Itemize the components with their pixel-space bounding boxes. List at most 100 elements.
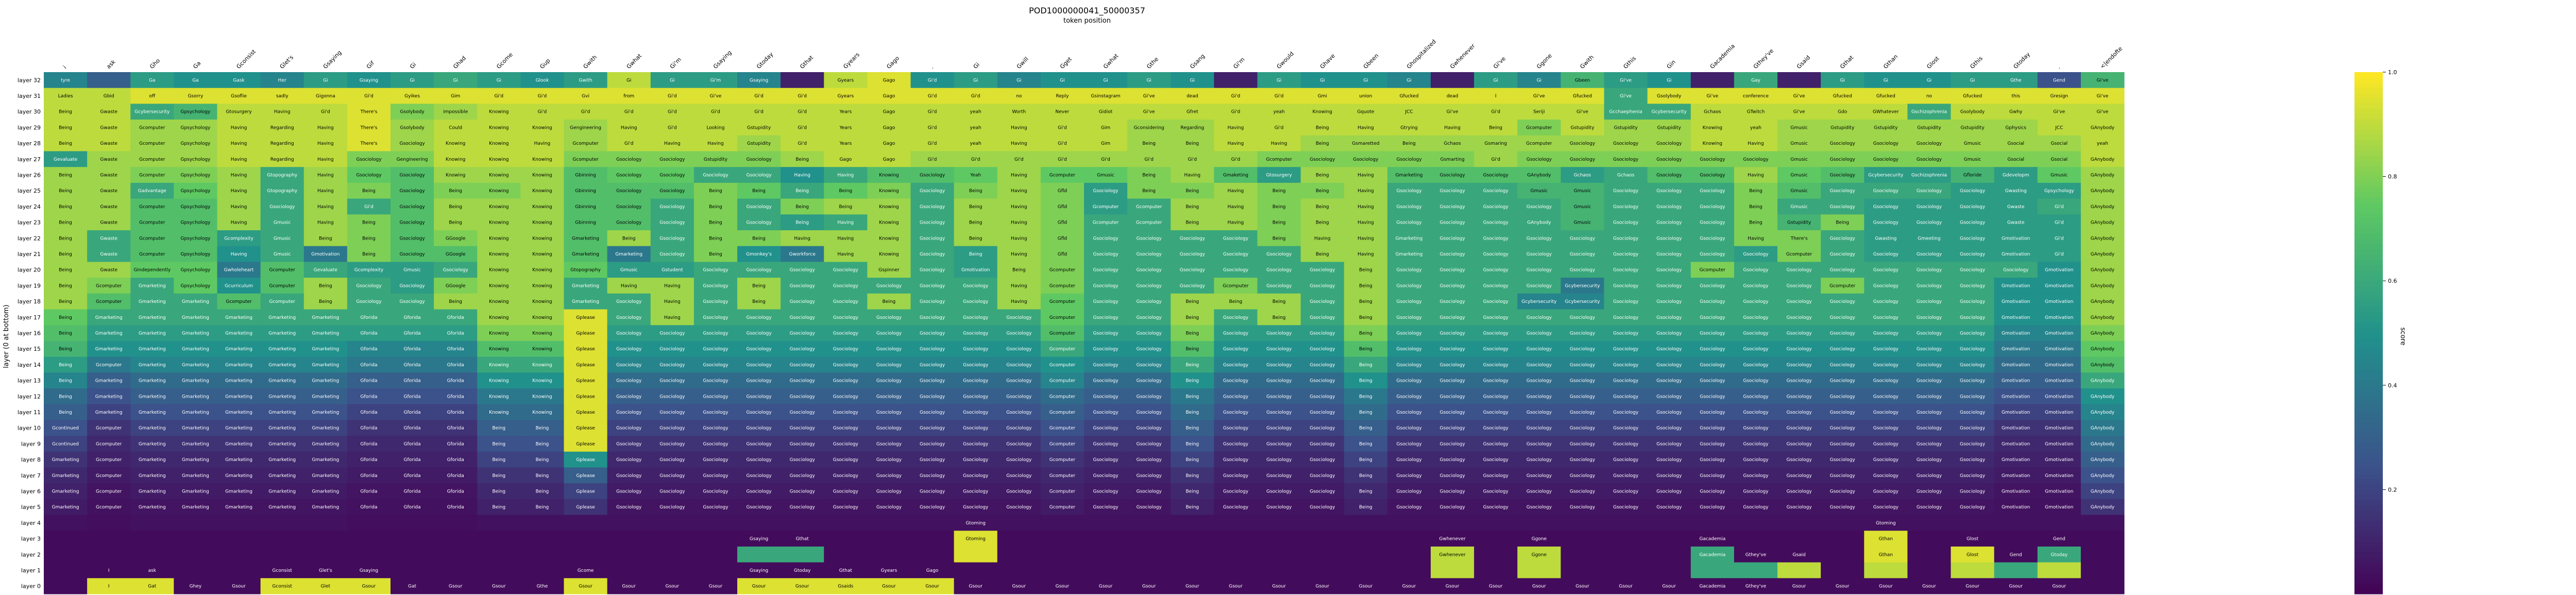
cell-label: Being: [1185, 394, 1199, 399]
heatmap-cell: [2037, 104, 2081, 120]
cell-label: Gsociology: [1570, 268, 1596, 273]
heatmap-cell: [867, 72, 911, 89]
cell-label: GAnybody: [2091, 268, 2115, 273]
heatmap-cell: [2037, 515, 2081, 531]
cell-label: Gcomputer: [96, 505, 122, 510]
cell-label: Gsociology: [399, 283, 425, 288]
colorbar-segment: [2354, 286, 2383, 292]
heatmap-cell: [1344, 135, 1388, 151]
cell-label: Regarding: [1180, 125, 1204, 130]
colorbar-segment: [2354, 228, 2383, 234]
cell-label: Gend: [2010, 552, 2022, 557]
heatmap-cell: [2080, 88, 2125, 104]
cell-label: Being: [1142, 141, 1156, 146]
cell-label: Being: [449, 220, 462, 226]
cell-label: Gforida: [447, 315, 464, 320]
heatmap-cell: [1777, 104, 1821, 120]
cell-label: Gchaos: [1704, 110, 1721, 115]
cell-label: Knowing: [532, 410, 552, 415]
cell-label: Gsociology: [920, 205, 945, 210]
heatmap-cell: [954, 151, 998, 167]
cell-label: Gago: [926, 568, 939, 573]
cell-label: Gi've: [1577, 110, 1588, 115]
cell-label: Gsociology: [1266, 505, 1292, 510]
cell-label: Gcomputer: [1049, 173, 1076, 178]
colorbar-segment: [2354, 541, 2383, 548]
cell-label: Gi'd: [538, 94, 547, 99]
cell-label: Gcomputer: [1049, 410, 1076, 415]
heatmap-cell: [260, 151, 304, 167]
x-tick-label: Gwith: [1579, 54, 1595, 70]
heatmap-cell: [391, 546, 434, 563]
heatmap-cell: [997, 562, 1041, 579]
cell-label: Gi'd: [928, 157, 937, 162]
cell-label: Reply: [1056, 94, 1069, 99]
heatmap-cell: [564, 135, 608, 151]
cell-label: Gcomputer: [1700, 268, 1726, 273]
heatmap-cell: [1734, 562, 1778, 579]
heatmap-cell: [1474, 120, 1518, 136]
cell-label: Gsociology: [1483, 299, 1509, 304]
chart-title: POD1000000041_50000357: [1029, 6, 1145, 16]
cell-label: Gforida: [447, 441, 464, 447]
cell-label: Gwhenever: [1439, 537, 1466, 542]
cell-label: Gsociology: [1439, 331, 1465, 336]
cell-label: Gsociology: [1960, 283, 1986, 288]
cell-label: Gi: [1190, 78, 1195, 83]
cell-label: Gmotivation: [2002, 489, 2030, 494]
cell-label: Gsociology: [1613, 252, 1639, 257]
cell-label: Having: [1748, 141, 1764, 146]
cell-label: Gsociology: [1830, 457, 1856, 463]
heatmap-cell: [87, 120, 131, 136]
cell-label: Gask: [233, 78, 245, 83]
cell-label: Gmusic: [1790, 125, 1808, 130]
cell-label: yeah: [970, 141, 981, 146]
cell-label: Gsociology: [356, 299, 382, 304]
x-tick-label: Gthan: [1882, 53, 1899, 70]
x-tick-label: Gacademia: [1709, 43, 1736, 70]
cell-label: Gsociology: [399, 299, 425, 304]
colorbar-segment: [2354, 557, 2383, 563]
heatmap-cell: [1994, 151, 2038, 167]
heatmap-cell: [781, 151, 824, 167]
y-tick-label: layer 13: [18, 378, 41, 384]
heatmap-cell: [477, 531, 521, 547]
heatmap-cell: [1344, 515, 1388, 531]
heatmap-cell: [1344, 88, 1388, 104]
cell-label: Gsociology: [1396, 268, 1422, 273]
cell-label: Gsociology: [1743, 268, 1769, 273]
cell-label: Being: [536, 457, 549, 463]
cell-label: Gsociology: [963, 489, 989, 494]
heatmap-cell: [1561, 531, 1604, 547]
y-tick-label: layer 26: [18, 172, 41, 179]
heatmap-cell: [997, 88, 1041, 104]
cell-label: Knowing: [489, 173, 509, 178]
colorbar-segment: [2354, 181, 2383, 188]
heatmap-cell: [1647, 151, 1691, 167]
heatmap-cell: [1690, 120, 1735, 136]
heatmap-cell: [1561, 120, 1604, 136]
cell-label: Gcomputer: [269, 268, 295, 273]
cell-label: Being: [1359, 315, 1372, 320]
cell-label: Gwaste: [2007, 205, 2025, 210]
heatmap-cell: [693, 531, 738, 547]
cell-label: Having: [621, 125, 637, 130]
heatmap-cell: [1214, 104, 1258, 120]
cell-label: Gtopography: [267, 189, 298, 194]
cell-label: Gpsychology: [180, 205, 211, 210]
heatmap-cell: [650, 104, 694, 120]
cell-label: Gchaos: [1574, 173, 1591, 178]
heatmap-cell: [520, 104, 564, 120]
heatmap-cell: [1907, 104, 1951, 120]
cell-label: Gsociology: [1570, 252, 1596, 257]
cell-label: Being: [1273, 205, 1286, 210]
cell-label: Gsociology: [1830, 252, 1856, 257]
heatmap-cell: [607, 120, 651, 136]
cell-label: Knowing: [879, 189, 899, 194]
heatmap-cell: [1300, 120, 1345, 136]
cell-label: Being: [319, 236, 332, 241]
cell-label: Gevaluate: [314, 268, 338, 273]
heatmap-cell: [44, 562, 88, 579]
heatmap-cell: [1561, 515, 1604, 531]
cell-label: Being: [1185, 299, 1199, 304]
